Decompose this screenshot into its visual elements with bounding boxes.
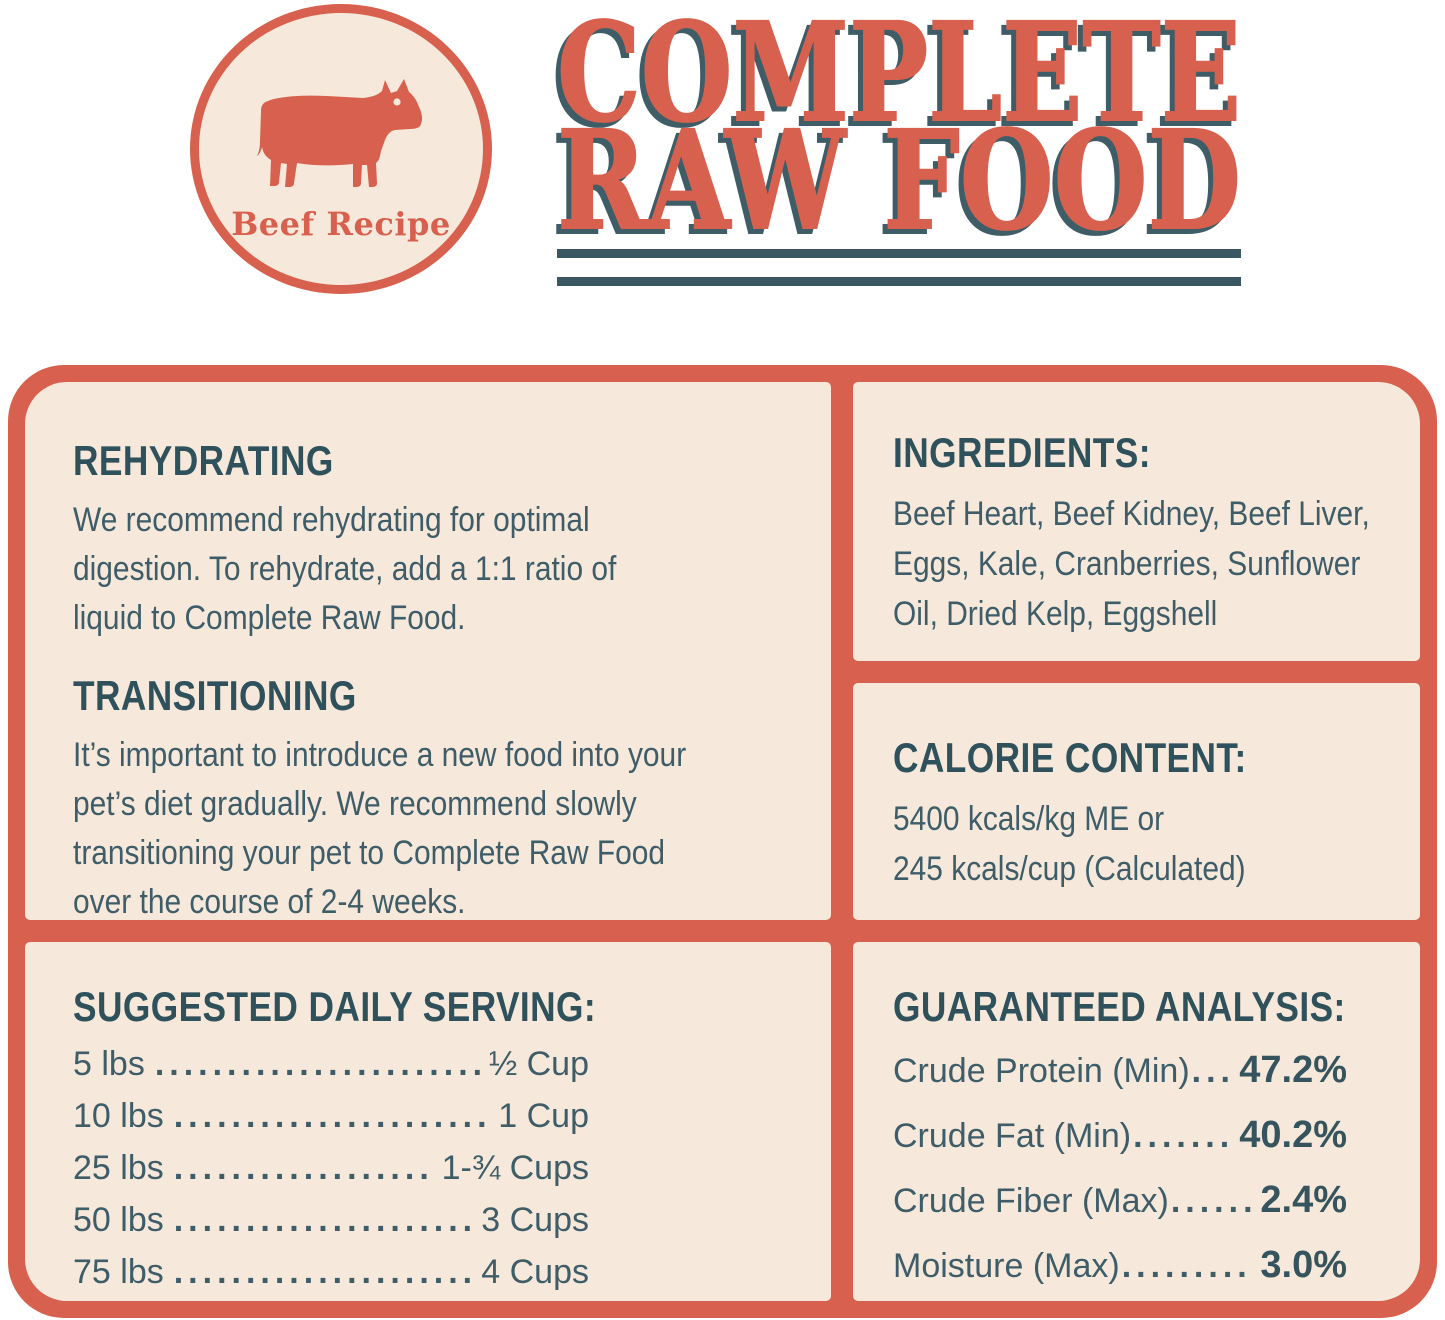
serving-row: 75 lbs .................................…: [73, 1246, 589, 1298]
serving-weight-label: 50 lbs: [73, 1201, 164, 1239]
analysis-percent-value: 2.4%: [1260, 1179, 1347, 1221]
dot-leader: ........................................…: [154, 1045, 483, 1083]
analysis-nutrient-label: Crude Protein (Min): [893, 1052, 1190, 1090]
analysis-nutrient-label: Crude Fat (Min): [893, 1117, 1132, 1155]
analysis-row: Moisture (Max) .........................…: [893, 1233, 1347, 1298]
serving-weight-label: 25 lbs: [73, 1149, 164, 1187]
calorie-content-heading: CALORIE CONTENT:: [893, 734, 1247, 781]
serving-amount-value: 1 Cup: [498, 1097, 589, 1135]
serving-heading: SUGGESTED DAILY SERVING:: [73, 983, 597, 1030]
dot-leader: ........................................…: [173, 1253, 476, 1291]
analysis-nutrient-label: Moisture (Max): [893, 1247, 1120, 1285]
analysis-percent-value: 47.2%: [1239, 1049, 1347, 1091]
transitioning-heading: TRANSITIONING: [73, 672, 357, 719]
page-title: COMPLETE COMPLETE RAW FOOD RAW FOOD: [552, 16, 1242, 256]
title-line1: COMPLETE: [557, 16, 1241, 153]
serving-amount-value: ½ Cup: [488, 1045, 589, 1083]
dot-leader: ........................................…: [1133, 1117, 1234, 1155]
serving-row: 50 lbs .................................…: [73, 1194, 589, 1246]
dot-leader: ........................................…: [1121, 1247, 1255, 1285]
rehydrating-heading: REHYDRATING: [73, 437, 334, 484]
rehydrating-body: We recommend rehydrating for optimal dig…: [73, 501, 617, 637]
serving-row: 5 lbs ..................................…: [73, 1038, 589, 1090]
title-line2: RAW FOOD: [557, 101, 1241, 256]
analysis-percent-value: 40.2%: [1239, 1114, 1347, 1156]
title-line2-shadow: RAW FOOD: [552, 106, 1236, 256]
analysis-nutrient-label: Crude Fiber (Max): [893, 1182, 1169, 1220]
analysis-heading: GUARANTEED ANALYSIS:: [893, 983, 1346, 1030]
ingredients-heading: INGREDIENTS:: [893, 429, 1151, 476]
section-rehydrating-transitioning: REHYDRATING We recommend rehydrating for…: [25, 382, 831, 920]
analysis-table: Crude Protein (Min) ....................…: [893, 1038, 1347, 1298]
title-underline-top: [557, 249, 1241, 258]
analysis-row: Crude Protein (Min) ....................…: [893, 1038, 1347, 1103]
title-underline-bottom: [557, 277, 1241, 286]
section-suggested-daily-serving: SUGGESTED DAILY SERVING: 5 lbs .........…: [25, 942, 831, 1301]
serving-weight-label: 10 lbs: [73, 1097, 164, 1135]
info-panel-grid: REHYDRATING We recommend rehydrating for…: [25, 382, 1420, 1301]
serving-row: 25 lbs .................................…: [73, 1142, 589, 1194]
analysis-percent-value: 3.0%: [1260, 1244, 1347, 1286]
badge-label: Beef Recipe: [231, 205, 451, 243]
section-guaranteed-analysis: GUARANTEED ANALYSIS: Crude Protein (Min)…: [853, 942, 1420, 1301]
analysis-row: Crude Fiber (Max) ......................…: [893, 1168, 1347, 1233]
cow-icon: [257, 79, 423, 187]
serving-amount-value: 4 Cups: [481, 1253, 589, 1291]
transitioning-body: It’s important to introduce a new food i…: [73, 736, 687, 920]
serving-amount-value: 3 Cups: [481, 1201, 589, 1239]
serving-amount-value: 1-¾ Cups: [441, 1149, 589, 1187]
dot-leader: ........................................…: [173, 1201, 476, 1239]
serving-table: 5 lbs ..................................…: [73, 1038, 589, 1298]
analysis-row: Crude Fat (Min) ........................…: [893, 1103, 1347, 1168]
dot-leader: ........................................…: [173, 1097, 493, 1135]
dot-leader: ........................................…: [1191, 1052, 1234, 1090]
section-calorie-content: CALORIE CONTENT: 5400 kcals/kg ME or 245…: [853, 683, 1420, 920]
section-ingredients: INGREDIENTS: Beef Heart, Beef Kidney, Be…: [853, 382, 1420, 661]
serving-row: 10 lbs .................................…: [73, 1090, 589, 1142]
ingredients-body: Beef Heart, Beef Kidney, Beef Liver, Egg…: [893, 495, 1370, 633]
dot-leader: ........................................…: [173, 1149, 436, 1187]
title-line1-shadow: COMPLETE: [552, 16, 1236, 158]
serving-weight-label: 75 lbs: [73, 1253, 164, 1291]
serving-weight-label: 5 lbs: [73, 1045, 145, 1083]
calorie-content-body: 5400 kcals/kg ME or 245 kcals/cup (Calcu…: [893, 800, 1246, 888]
dot-leader: ........................................…: [1170, 1182, 1255, 1220]
recipe-badge: Beef Recipe: [190, 4, 492, 294]
info-panel: REHYDRATING We recommend rehydrating for…: [8, 365, 1437, 1318]
